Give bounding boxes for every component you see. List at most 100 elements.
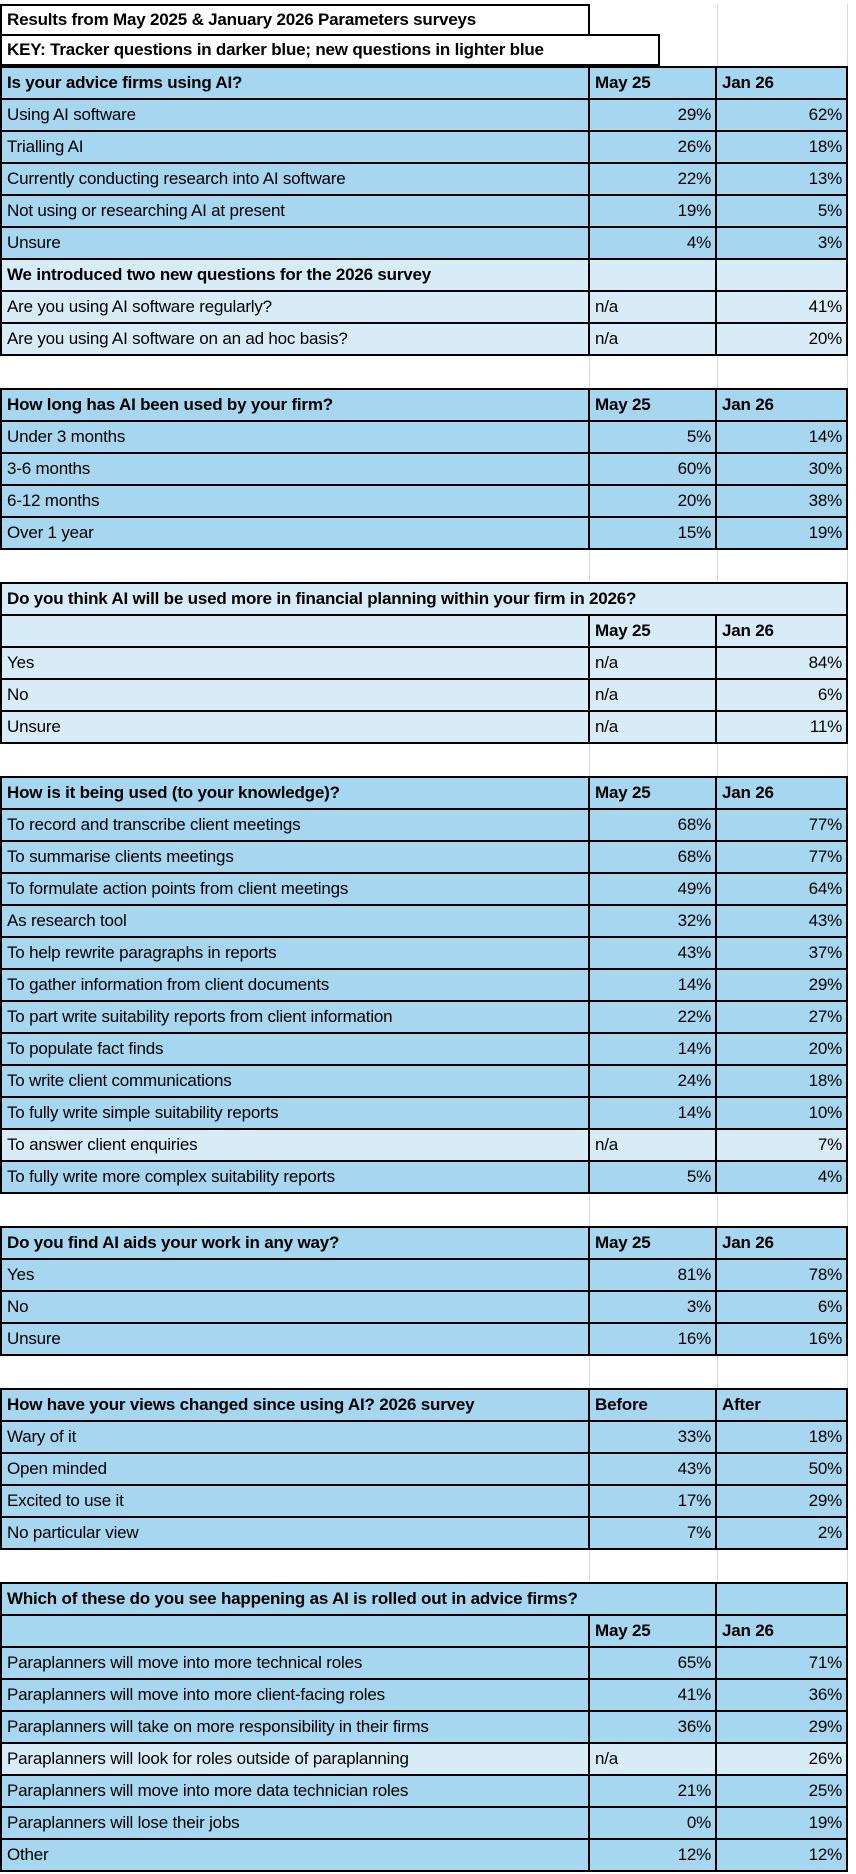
- value-cell-col1: 22%: [590, 164, 717, 194]
- value-cell-col2: 20%: [717, 324, 846, 354]
- value-cell-col1: 24%: [590, 1066, 717, 1096]
- value-cell-col1: 21%: [590, 1776, 717, 1806]
- survey-section: Is your advice firms using AI? May 25 Jan …: [0, 66, 848, 356]
- section-title-cell: Which of these do you see happening as A…: [2, 1584, 717, 1614]
- question-cell: Unsure: [2, 1324, 590, 1354]
- col1-header-cell: May 25: [590, 390, 717, 420]
- table-row: Are you using AI software on an ad hoc b…: [2, 324, 846, 354]
- section-gap: [0, 1194, 848, 1226]
- value-cell-col1: 43%: [590, 938, 717, 968]
- value-cell-col1: 81%: [590, 1260, 717, 1290]
- question-cell: To answer client enquiries: [2, 1130, 590, 1160]
- value-cell-col1: 33%: [590, 1422, 717, 1452]
- section-gap: [0, 356, 848, 388]
- question-cell: To write client communications: [2, 1066, 590, 1096]
- table-row: Unsure 16% 16%: [2, 1324, 846, 1354]
- section-title-cell: How long has AI been used by your firm?: [2, 390, 590, 420]
- question-cell: No: [2, 1292, 590, 1322]
- table-row: To write client communications 24% 18%: [2, 1066, 846, 1098]
- value-cell-col1: n/a: [590, 680, 717, 710]
- value-cell-col1: 68%: [590, 842, 717, 872]
- table-row: Open minded 43% 50%: [2, 1454, 846, 1486]
- col1-header-cell: Before: [590, 1390, 717, 1420]
- table-key-legend: KEY: Tracker questions in darker blue; n…: [0, 34, 660, 66]
- section-gap: [0, 1356, 848, 1388]
- table-row: Trialling AI 26% 18%: [2, 132, 846, 164]
- value-cell-col2: 27%: [717, 1002, 846, 1032]
- table-row: Paraplanners will look for roles outside…: [2, 1744, 846, 1776]
- value-cell-col1: 7%: [590, 1518, 717, 1548]
- empty-cell: [2, 616, 590, 646]
- value-cell-col2: 14%: [717, 422, 846, 452]
- value-cell-col1: 3%: [590, 1292, 717, 1322]
- section-gap: [0, 1550, 848, 1582]
- value-cell-col2: 13%: [717, 164, 846, 194]
- value-cell-col1: 5%: [590, 422, 717, 452]
- question-cell: To record and transcribe client meetings: [2, 810, 590, 840]
- value-cell-col2: 43%: [717, 906, 846, 936]
- question-cell: Paraplanners will move into more data te…: [2, 1776, 590, 1806]
- value-cell-col1: 26%: [590, 132, 717, 162]
- value-cell-col2: 6%: [717, 1292, 846, 1322]
- value-cell-col1: 36%: [590, 1712, 717, 1742]
- table-row: To populate fact finds 14% 20%: [2, 1034, 846, 1066]
- question-cell: Not using or researching AI at present: [2, 196, 590, 226]
- table-row: Excited to use it 17% 29%: [2, 1486, 846, 1518]
- value-cell-col1: [590, 260, 717, 290]
- value-cell-col2: 10%: [717, 1098, 846, 1128]
- table-row: As research tool 32% 43%: [2, 906, 846, 938]
- question-cell: Using AI software: [2, 100, 590, 130]
- col1-header-cell: May 25: [590, 1616, 717, 1646]
- value-cell-col2: 18%: [717, 1066, 846, 1096]
- survey-section: How is it being used (to your knowledge)…: [0, 776, 848, 1194]
- question-cell: Paraplanners will look for roles outside…: [2, 1744, 590, 1774]
- value-cell-col1: 60%: [590, 454, 717, 484]
- table-row: Using AI software 29% 62%: [2, 100, 846, 132]
- col2-header-cell: Jan 26: [717, 616, 846, 646]
- table-row: Currently conducting research into AI so…: [2, 164, 846, 196]
- value-cell-col1: n/a: [590, 1744, 717, 1774]
- question-cell: Unsure: [2, 228, 590, 258]
- table-row: To summarise clients meetings 68% 77%: [2, 842, 846, 874]
- value-cell-col2: 41%: [717, 292, 846, 322]
- question-cell: Under 3 months: [2, 422, 590, 452]
- table-row: No n/a 6%: [2, 680, 846, 712]
- title-row: Results from May 2025 & January 2026 Par…: [0, 4, 848, 34]
- section-header-row: How is it being used (to your knowledge)…: [2, 778, 846, 810]
- value-cell-col2: 50%: [717, 1454, 846, 1484]
- value-cell-col1: 20%: [590, 486, 717, 516]
- table-row: To answer client enquiries n/a 7%: [2, 1130, 846, 1162]
- question-cell: To help rewrite paragraphs in reports: [2, 938, 590, 968]
- value-cell-col2: 77%: [717, 810, 846, 840]
- question-cell: Are you using AI software regularly?: [2, 292, 590, 322]
- value-cell-col2: 38%: [717, 486, 846, 516]
- question-cell: To gather information from client docume…: [2, 970, 590, 1000]
- col1-header-cell: May 25: [590, 1228, 717, 1258]
- table-row: No 3% 6%: [2, 1292, 846, 1324]
- value-cell-col2: 7%: [717, 1130, 846, 1160]
- question-cell: Over 1 year: [2, 518, 590, 548]
- value-cell-col2: 64%: [717, 874, 846, 904]
- table-row: Under 3 months 5% 14%: [2, 422, 846, 454]
- value-cell-col2: 25%: [717, 1776, 846, 1806]
- survey-section: How long has AI been used by your firm? M…: [0, 388, 848, 550]
- section-title-cell: How have your views changed since using …: [2, 1390, 590, 1420]
- value-cell-col2: 18%: [717, 1422, 846, 1452]
- value-cell-col2: 12%: [717, 1840, 846, 1870]
- value-cell-col1: 32%: [590, 906, 717, 936]
- value-cell-col2: 3%: [717, 228, 846, 258]
- section-header-row: Is your advice firms using AI? May 25 Jan …: [2, 68, 846, 100]
- survey-section: Which of these do you see happening as A…: [0, 1582, 848, 1872]
- table-row: Unsure 4% 3%: [2, 228, 846, 260]
- question-cell: Unsure: [2, 712, 590, 742]
- section-title-cell: How is it being used (to your knowledge)…: [2, 778, 590, 808]
- section-header-row: How long has AI been used by your firm? M…: [2, 390, 846, 422]
- value-cell-col2: 29%: [717, 970, 846, 1000]
- value-cell-col2: 20%: [717, 1034, 846, 1064]
- question-cell: Yes: [2, 648, 590, 678]
- question-cell: Excited to use it: [2, 1486, 590, 1516]
- question-cell: 6-12 months: [2, 486, 590, 516]
- col1-header-cell: May 25: [590, 616, 717, 646]
- value-cell-col1: 17%: [590, 1486, 717, 1516]
